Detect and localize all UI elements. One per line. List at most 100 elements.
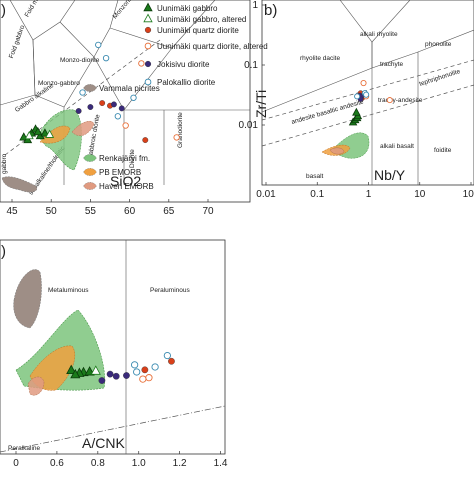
- panel-c-point-palokallio-diorite: [133, 368, 141, 376]
- legend-label-palokallio-diorite: Palokallio diorite: [157, 78, 216, 87]
- panel-b-x-tick-label: 0.01: [256, 189, 276, 200]
- field-label-monzo-diorite: Monzo-diorite: [60, 57, 100, 64]
- panel-b-y-tick-label: 0.1: [244, 60, 258, 71]
- panel-a-point-uunim-ki-quartz-diorite-altered: [138, 60, 145, 67]
- panel-a: ) Foid gabbro Foid monzo-gabbro Monzonit…: [0, 0, 268, 217]
- panel-c-point-jokisivu-diorite: [98, 377, 106, 384]
- panel-a-point-uunim-ki-gabbro-altered: [45, 129, 55, 138]
- field-label-alkali-basalt: alkali basalt: [380, 143, 414, 150]
- panel-b-x-tick-label: 0.1: [310, 189, 324, 200]
- field-label-foidite: foidite: [434, 147, 452, 154]
- panel-c-point-uunim-ki-quartz-diorite: [168, 357, 175, 365]
- panel-a-point-uunim-ki-quartz-diorite-altered: [173, 134, 180, 141]
- panel-b-point-uunim-ki-quartz-diorite-altered: [386, 97, 393, 104]
- legend-label-vammala-picrites: Vammala picrites: [99, 84, 160, 93]
- panel-b-x-tick-label: 100: [463, 189, 474, 200]
- panel-c-point-palokallio-diorite: [151, 363, 159, 371]
- panel-a-letter: ): [1, 2, 6, 19]
- legend-marker-jokisivu-diorite: [144, 60, 152, 68]
- legend-marker-haveri-emorb: [83, 182, 97, 190]
- panel-c-x-tick-label: 0.6: [50, 458, 64, 469]
- field-label-metaluminous: Metaluminous: [48, 287, 89, 294]
- panel-a-x-tick-label: 65: [163, 206, 175, 217]
- panel-a-point-uunim-ki-quartz-diorite: [99, 100, 106, 107]
- panel-a-point-palokallio-diorite: [130, 94, 137, 101]
- field-label-foid-monzo-gabbro: Foid monzo-gabbro: [24, 0, 58, 18]
- panel-c-x-tick-label: 0.8: [91, 458, 105, 469]
- area-vammala-picrites-a: [1, 176, 38, 193]
- panel-a-point-uunim-ki-quartz-diorite: [142, 137, 149, 144]
- field-label-peralkaline: Peralkaline: [8, 445, 41, 452]
- area-haveri-emorb-a: [71, 121, 95, 136]
- panel-c-point-palokallio-diorite: [163, 351, 171, 360]
- panel-a-point-uunim-ki-gabbro: [40, 128, 50, 137]
- panel-a-x-ticks: 45 50 55 60 65 70: [6, 199, 214, 217]
- panel-b-ticks: 0.01 0.1 1 10 100 1 0.1 0.01: [239, 0, 474, 200]
- field-label-alkali-rhyolite: alkali rhyolite: [360, 31, 398, 38]
- panel-a-x-tick-label: 55: [85, 206, 97, 217]
- panel-c: ) Metaluminous Peraluminous Peralkaline …: [0, 239, 228, 469]
- panel-c-x-tick-label: 1.4: [214, 458, 228, 469]
- panel-b-point-uunim-ki-gabbro: [352, 107, 361, 116]
- panel-a-xlabel: SiO2: [110, 173, 141, 189]
- legend-marker-palokallio-diorite: [144, 78, 152, 86]
- field-label-trachyte: trachyte: [380, 61, 404, 68]
- panel-a-point-jokisivu-diorite: [75, 108, 82, 114]
- panel-c-x-tick-label: 1.2: [173, 458, 187, 469]
- panel-b-point-palokallio-diorite: [354, 93, 361, 100]
- panel-c-point-jokisivu-diorite: [106, 370, 114, 378]
- panel-a-point-uunim-ki-gabbro: [33, 126, 43, 136]
- field-label-peraluminous: Peraluminous: [150, 287, 190, 294]
- panel-a-point-jokisivu-diorite: [87, 104, 94, 110]
- panel-a-point-palokallio-diorite: [95, 41, 102, 49]
- panel-b-marks: [348, 80, 393, 126]
- panel-c-point-uunim-ki-gabbro-altered: [90, 365, 101, 375]
- panel-c-point-uunim-ki-quartz-diorite: [141, 366, 149, 374]
- field-label-tephriphonolite: tephriphonolite: [418, 68, 461, 88]
- panel-c-point-jokisivu-diorite: [123, 372, 130, 379]
- panel-b-point-palokallio-diorite: [363, 91, 370, 98]
- panel-b-y-tick-label: 0.01: [239, 120, 259, 131]
- peralkaline-boundary: [0, 405, 226, 453]
- panel-b-xlabel: Nb/Y: [374, 167, 406, 183]
- panel-c-marks: [66, 351, 175, 384]
- legend-marker-uunim-ki-quartz-diorite-altered: [144, 42, 152, 50]
- panel-a-x-tick-label: 45: [6, 206, 18, 217]
- field-label-monzonite: Monzonite: [112, 0, 137, 20]
- panel-b-y-tick-label: 1: [252, 0, 258, 11]
- legend-label-uunim-ki-gabbro: Uunimäki gabbro: [157, 4, 218, 13]
- panel-a-point-uunim-ki-gabbro-altered: [24, 130, 34, 140]
- field-label-gabbro: gabbro: [1, 153, 8, 174]
- field-label-diorite: Diorite: [129, 149, 136, 168]
- area-vammala-picrites-c: [13, 269, 42, 329]
- legend-label-uunim-ki-gabbro-altered: Uunimäki gabbro, altered: [157, 15, 246, 24]
- panel-c-xlabel: A/CNK: [82, 435, 125, 451]
- legend-label-renkaj-rvi-fm: Renkajärvi fm.: [99, 154, 150, 163]
- panel-b: b) alkali rhyolite rhyolite dacite trach…: [239, 0, 474, 200]
- panel-c-point-uunim-ki-quartz-diorite-altered: [145, 374, 153, 382]
- panel-a-point-jokisivu-diorite: [110, 101, 117, 108]
- field-label-phonolite: phonolite: [425, 41, 452, 48]
- area-haveri-emorb-b: [329, 147, 345, 155]
- legend-label-uunim-ki-quartz-diorite: Uunimäki quartz diorite: [157, 26, 239, 35]
- field-label-trachy-andesite: trachy-andesite: [378, 97, 423, 104]
- panel-c-frame: [0, 239, 226, 455]
- panel-c-x-tick-label: 1.0: [132, 458, 146, 469]
- area-haveri-emorb-c: [27, 376, 45, 396]
- field-label-rhyolite-dacite: rhyolite dacite: [300, 55, 340, 62]
- panel-c-x-ticks: 0 0.6 0.8 1.0 1.2 1.4: [13, 451, 228, 469]
- panel-b-x-tick-label: 10: [414, 189, 426, 200]
- panel-b-frame: [261, 0, 474, 186]
- panel-c-letter: ): [1, 243, 6, 260]
- panel-a-x-tick-label: 50: [46, 206, 58, 217]
- panel-c-x-tick-label: 0: [13, 458, 19, 469]
- legend-marker-renkaj-rvi-fm: [83, 154, 97, 162]
- legend-marker-pb-emorb: [83, 168, 97, 176]
- panel-a-point-palokallio-diorite: [79, 89, 86, 96]
- panel-a-frame: [0, 0, 251, 203]
- panel-c-point-jokisivu-diorite: [112, 372, 120, 380]
- panel-c-point-palokallio-diorite: [131, 361, 139, 369]
- panel-a-x-tick-label: 70: [202, 206, 214, 217]
- panel-a-point-palokallio-diorite: [114, 113, 122, 120]
